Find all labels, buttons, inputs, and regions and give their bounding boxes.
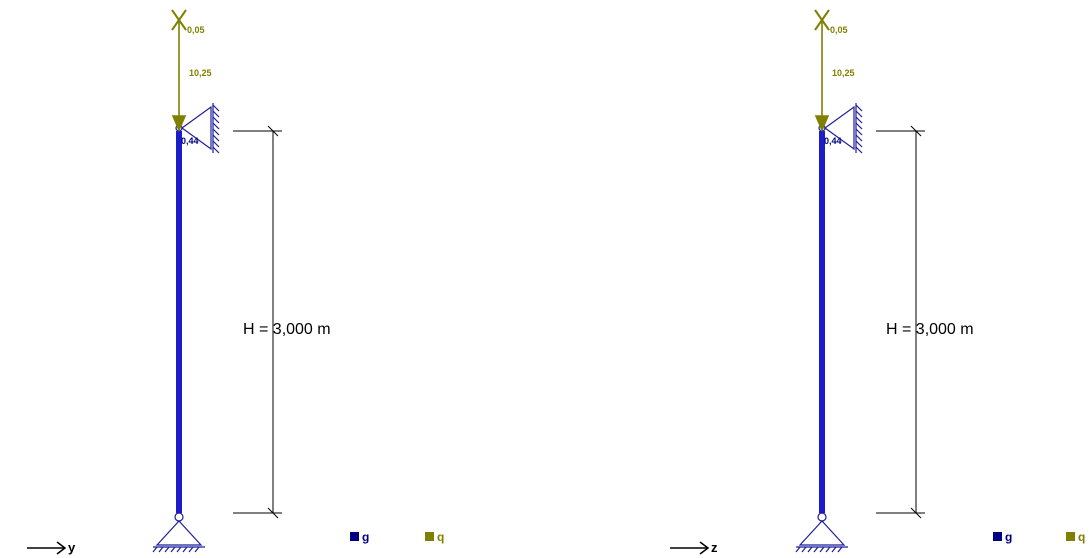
bottom-pin-support <box>795 512 848 553</box>
axial-load-arrow <box>814 9 830 133</box>
load-value: 10,25 <box>189 68 212 78</box>
axis-label: z <box>711 540 718 555</box>
moment-value: 0,05 <box>830 25 848 35</box>
legend-label-g: g <box>362 530 369 544</box>
legend-swatch-g <box>350 532 359 541</box>
axial-load-arrow <box>171 9 187 133</box>
legend-swatch-q <box>1066 532 1075 541</box>
legend-swatch-q <box>425 532 434 541</box>
legend: g q <box>350 530 444 544</box>
top-lateral-support <box>180 103 220 154</box>
axis-arrow <box>27 541 67 555</box>
panel-z: 0,05 10,25 0,44 H = 3,000 m z g q <box>670 9 1085 555</box>
height-label: H = 3,000 m <box>243 321 331 338</box>
legend: g q <box>993 530 1085 544</box>
height-dimension <box>233 125 282 519</box>
load-value: 10,25 <box>832 68 855 78</box>
panel-y: 0,05 10,25 0,44 H = 3,000 m y g q <box>27 9 444 555</box>
legend-label-q: q <box>437 530 444 544</box>
height-dimension <box>876 125 925 519</box>
bottom-pin-support <box>152 512 205 553</box>
legend-swatch-g <box>993 532 1002 541</box>
moment-value: 0,05 <box>187 25 205 35</box>
top-lateral-support <box>823 103 863 154</box>
height-label: H = 3,000 m <box>886 321 974 338</box>
axis-label: y <box>68 540 76 555</box>
legend-label-q: q <box>1078 530 1085 544</box>
legend-label-g: g <box>1005 530 1012 544</box>
reaction-value: 0,44 <box>824 136 842 146</box>
reaction-value: 0,44 <box>181 136 199 146</box>
axis-arrow <box>670 541 710 555</box>
